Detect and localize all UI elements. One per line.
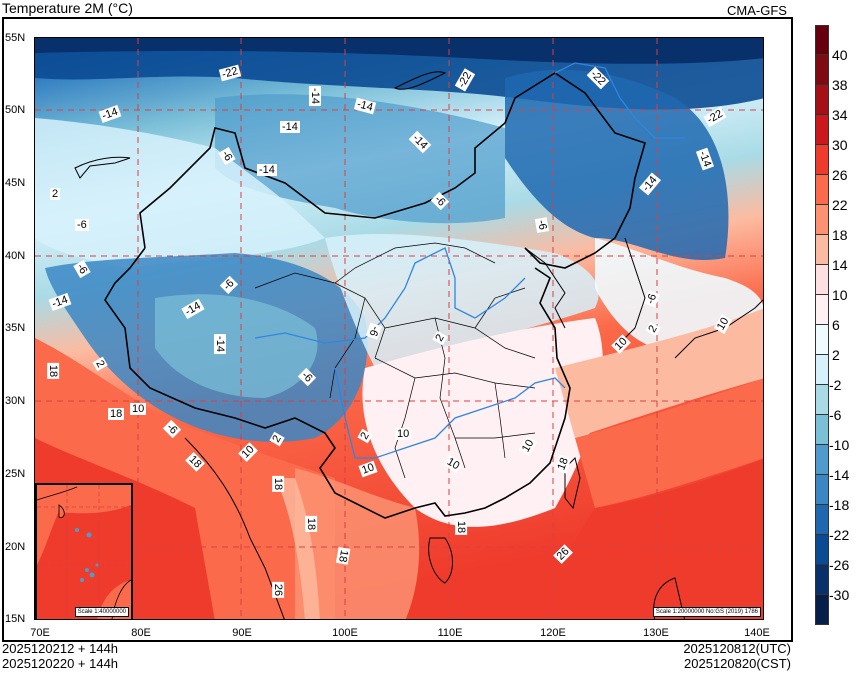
lat-label-45n: 45N (5, 177, 26, 189)
colorbar-swatch (815, 85, 829, 115)
colorbar-label: 26 (832, 167, 848, 183)
temperature-map[interactable]: -22 -14 -14 -14 -14 -6 -14 2 -6 -22 -22 -22 -14 -14 -1… (34, 37, 764, 620)
plot-frame (2, 17, 793, 642)
colorbar-label: -14 (829, 467, 850, 483)
map-scale-label: Scale 1:20000000 No:GS (2019) 1786 (652, 607, 761, 617)
colorbar-label: 10 (832, 287, 848, 303)
contour-label: 18 (305, 515, 318, 533)
colorbar-swatch (815, 385, 829, 415)
colorbar-swatch (815, 205, 829, 235)
contour-label: 26 (272, 581, 285, 599)
colorbar-label: 6 (832, 317, 840, 333)
colorbar-swatch (815, 325, 829, 355)
colorbar-swatch (815, 295, 829, 325)
contour-label: 18 (455, 518, 468, 536)
chart-title: Temperature 2M (°C) (2, 0, 133, 16)
lat-label-55n: 55N (5, 32, 26, 44)
colorbar-label: 30 (832, 137, 848, 153)
colorbar-label: 22 (832, 197, 848, 213)
colorbar-label: -22 (829, 527, 850, 543)
colorbar-swatch (815, 145, 829, 175)
lon-label-140e: 140E (744, 627, 770, 639)
model-source: CMA-GFS (727, 3, 787, 18)
colorbar-swatch (815, 475, 829, 505)
lon-label-80e: 80E (131, 627, 151, 639)
colorbar-swatch (815, 25, 829, 55)
contour-label: -6 (534, 217, 549, 233)
colorbar-swatch (815, 535, 829, 565)
lon-label-110e: 110E (437, 627, 463, 639)
colorbar-swatch (815, 355, 829, 385)
lon-label-130e: 130E (643, 627, 669, 639)
colorbar-swatch (815, 175, 829, 205)
colorbar-swatch (815, 445, 829, 475)
colorbar-label: -6 (829, 407, 842, 423)
colorbar-swatch (815, 55, 829, 85)
colorbar (815, 25, 829, 625)
south-china-sea-inset: Scale 1:40000000 (35, 483, 133, 619)
lat-label-50n: 50N (5, 104, 26, 116)
contour-label: 2 (50, 188, 61, 200)
colorbar-label: 18 (832, 227, 848, 243)
contour-label: -14 (213, 334, 226, 354)
colorbar-swatch (815, 235, 829, 265)
contour-label: 10 (395, 428, 412, 440)
contour-label: 18 (47, 362, 60, 380)
valid-time-cst: 2025120820(CST) (684, 656, 791, 671)
valid-time-utc: 2025120812(UTC) (683, 641, 791, 656)
lat-label-20n: 20N (5, 541, 26, 553)
lat-label-15n: 15N (5, 613, 26, 625)
lat-label-25n: 25N (5, 468, 26, 480)
lon-label-120e: 120E (540, 627, 566, 639)
colorbar-label: 2 (832, 347, 840, 363)
colorbar-label: -2 (829, 377, 842, 393)
colorbar-label: 40 (832, 47, 848, 63)
contour-label: -6 (75, 219, 89, 231)
contour-label: -14 (308, 86, 321, 106)
colorbar-label: 34 (832, 107, 848, 123)
lat-label-40n: 40N (5, 250, 26, 262)
lon-label-90e: 90E (232, 627, 252, 639)
colorbar-label: 38 (832, 77, 848, 93)
contour-label: 18 (272, 475, 285, 493)
colorbar-swatch (815, 505, 829, 535)
lon-label-100e: 100E (332, 627, 358, 639)
colorbar-label: -26 (829, 557, 850, 573)
colorbar-label: -10 (829, 437, 850, 453)
init-time-cst: 2025120220 + 144h (2, 656, 119, 671)
contour-label: -14 (280, 121, 300, 133)
colorbar-swatch (815, 415, 829, 445)
colorbar-swatch (815, 565, 829, 595)
contour-label: 18 (108, 408, 125, 420)
inset-scale-label: Scale 1:40000000 (74, 607, 129, 617)
lon-label-70e: 70E (30, 627, 50, 639)
colorbar-label: -18 (829, 497, 850, 513)
lat-label-30n: 30N (5, 395, 26, 407)
init-time-utc: 2025120212 + 144h (2, 641, 119, 656)
colorbar-swatch (815, 115, 829, 145)
colorbar-label: -30 (829, 587, 850, 603)
colorbar-swatch (815, 595, 829, 625)
colorbar-label: 14 (832, 257, 848, 273)
lat-label-35n: 35N (5, 322, 26, 334)
colorbar-swatch (815, 265, 829, 295)
contour-label: 10 (130, 403, 147, 415)
contour-label: -14 (257, 164, 277, 176)
